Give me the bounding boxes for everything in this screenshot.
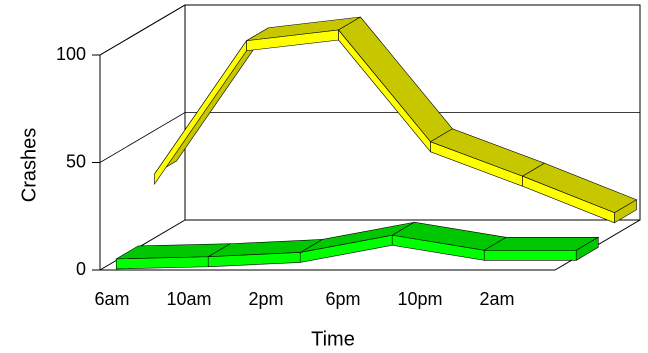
grid-line [99,112,640,163]
x-tick-label: 10pm [397,289,442,309]
x-tick-label: 6pm [325,289,360,309]
x-tick-label: 10am [166,289,211,309]
grid-line [99,4,640,56]
ribbon-end [575,236,599,261]
x-axis-title: Time [311,328,355,350]
y-tick-label: 50 [66,151,86,171]
y-tick-label: 100 [56,44,86,64]
ribbon-front [115,256,209,270]
x-tick-label: 2pm [248,289,283,309]
ribbon-end [614,199,637,224]
y-tick-label: 0 [76,259,86,279]
x-tick-label: 2am [479,289,514,309]
floor [100,219,641,271]
ribbon-top [338,16,453,143]
ribbon-front [483,250,577,261]
y-axis-title: Crashes [18,128,40,202]
x-tick-label: 6am [94,289,129,309]
